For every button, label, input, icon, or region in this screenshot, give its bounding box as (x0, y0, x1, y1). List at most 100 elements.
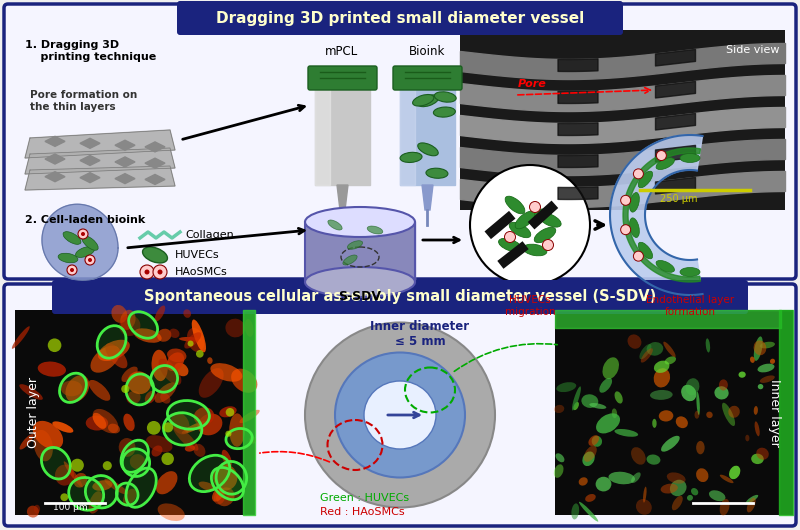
Ellipse shape (751, 454, 764, 464)
Ellipse shape (696, 441, 705, 454)
Ellipse shape (154, 382, 177, 403)
Polygon shape (25, 130, 175, 158)
Ellipse shape (630, 192, 639, 212)
Ellipse shape (190, 455, 230, 492)
Ellipse shape (650, 390, 673, 400)
Text: Spontaneous cellular assembly small diameter vessel (S-SDV): Spontaneous cellular assembly small diam… (144, 289, 656, 305)
Text: HUVECs: HUVECs (175, 250, 220, 260)
Ellipse shape (167, 349, 186, 362)
Text: 1. Dragging 3D
    printing technique: 1. Dragging 3D printing technique (25, 40, 156, 61)
Circle shape (70, 268, 74, 272)
Ellipse shape (179, 337, 201, 342)
Polygon shape (25, 148, 175, 174)
Ellipse shape (747, 498, 756, 513)
Circle shape (71, 459, 84, 472)
Ellipse shape (229, 413, 245, 447)
Ellipse shape (347, 241, 362, 249)
Ellipse shape (636, 499, 652, 515)
Ellipse shape (121, 440, 149, 472)
Circle shape (122, 385, 130, 393)
Ellipse shape (127, 372, 151, 394)
Ellipse shape (163, 413, 202, 445)
Polygon shape (610, 135, 702, 295)
Ellipse shape (192, 320, 206, 352)
Ellipse shape (434, 92, 456, 102)
Ellipse shape (146, 435, 173, 452)
Text: Collagen: Collagen (185, 230, 234, 240)
Ellipse shape (631, 472, 641, 483)
Ellipse shape (590, 403, 606, 409)
Bar (528, 200, 558, 229)
Ellipse shape (676, 417, 688, 428)
FancyBboxPatch shape (177, 1, 623, 35)
Ellipse shape (61, 381, 82, 396)
Ellipse shape (239, 410, 260, 423)
Ellipse shape (19, 434, 34, 449)
Circle shape (145, 269, 150, 275)
Ellipse shape (599, 378, 612, 393)
Ellipse shape (145, 391, 156, 403)
Ellipse shape (171, 412, 190, 435)
Ellipse shape (760, 342, 775, 348)
Ellipse shape (151, 446, 162, 457)
Ellipse shape (52, 421, 74, 433)
Ellipse shape (305, 267, 415, 297)
Ellipse shape (582, 394, 598, 408)
Polygon shape (42, 204, 118, 280)
FancyBboxPatch shape (308, 66, 377, 90)
Ellipse shape (654, 368, 670, 387)
FancyBboxPatch shape (4, 4, 796, 279)
Ellipse shape (729, 466, 740, 479)
Ellipse shape (609, 472, 635, 484)
Ellipse shape (33, 421, 63, 449)
Ellipse shape (157, 329, 171, 342)
Ellipse shape (184, 332, 202, 349)
Circle shape (60, 493, 68, 501)
Ellipse shape (654, 360, 670, 373)
Ellipse shape (641, 348, 653, 363)
Ellipse shape (74, 473, 87, 488)
Ellipse shape (174, 363, 189, 376)
Ellipse shape (126, 468, 156, 507)
Text: Pore formation on
the thin layers: Pore formation on the thin layers (30, 90, 138, 112)
Ellipse shape (756, 448, 769, 460)
Ellipse shape (111, 305, 127, 323)
Ellipse shape (758, 364, 774, 373)
Ellipse shape (661, 484, 678, 493)
Ellipse shape (222, 450, 232, 467)
FancyBboxPatch shape (52, 280, 748, 314)
Ellipse shape (98, 340, 130, 361)
Ellipse shape (187, 328, 204, 352)
Polygon shape (115, 157, 135, 167)
Ellipse shape (554, 405, 564, 413)
Ellipse shape (661, 436, 680, 452)
Ellipse shape (539, 213, 561, 227)
Ellipse shape (656, 158, 674, 170)
Ellipse shape (169, 329, 179, 338)
Ellipse shape (92, 480, 113, 491)
Text: Green : HUVECs: Green : HUVECs (320, 493, 409, 503)
Ellipse shape (413, 94, 434, 106)
Ellipse shape (89, 380, 110, 401)
FancyBboxPatch shape (393, 66, 462, 90)
Ellipse shape (760, 375, 774, 383)
Ellipse shape (198, 413, 222, 435)
Ellipse shape (305, 322, 495, 508)
Circle shape (147, 421, 161, 435)
Ellipse shape (167, 401, 210, 429)
Circle shape (226, 431, 231, 437)
Ellipse shape (691, 488, 698, 496)
Ellipse shape (198, 368, 224, 398)
Ellipse shape (66, 375, 90, 402)
Ellipse shape (42, 447, 70, 479)
Ellipse shape (750, 357, 754, 363)
Circle shape (162, 453, 174, 465)
Ellipse shape (638, 171, 653, 188)
Ellipse shape (216, 488, 234, 506)
Polygon shape (45, 136, 65, 146)
Ellipse shape (714, 386, 729, 400)
Text: HUVECs
migration: HUVECs migration (505, 295, 555, 316)
Ellipse shape (754, 406, 758, 415)
Ellipse shape (97, 325, 126, 358)
Circle shape (102, 461, 112, 470)
